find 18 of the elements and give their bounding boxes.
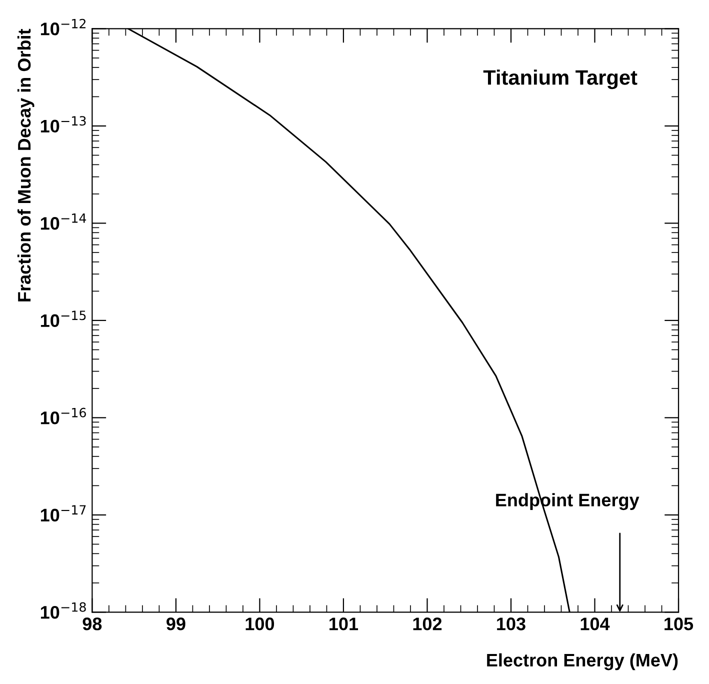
x-tick-label: 98 <box>82 618 102 630</box>
x-tick-label: 99 <box>166 618 186 630</box>
x-tick-label: 105 <box>664 618 694 630</box>
y-tick-label: 10$^{−18}$ <box>40 602 86 619</box>
x-axis-title: Electron Energy (MeV) <box>487 653 678 670</box>
y-tick-label: 10$^{−16}$ <box>40 408 86 424</box>
y-axis-title: Fraction of Muon Decay in Orbit <box>17 28 34 302</box>
y-tick-label: 10$^{−15}$ <box>40 310 86 328</box>
x-tick-label: 103 <box>497 618 526 630</box>
x-tick-label: 104 <box>580 618 610 630</box>
y-tick-label: 10$^{−13}$ <box>40 116 86 133</box>
y-tick-label: 10$^{−12}$ <box>40 18 86 36</box>
annotation: Titanium Target <box>483 70 638 90</box>
x-tick-label: 100 <box>246 618 274 630</box>
y-tick-label: 10$^{−14}$ <box>40 214 86 230</box>
x-tick-label: 101 <box>330 618 358 630</box>
y-tick-label: 10$^{−17}$ <box>40 505 86 522</box>
x-tick-label: 102 <box>413 618 442 630</box>
